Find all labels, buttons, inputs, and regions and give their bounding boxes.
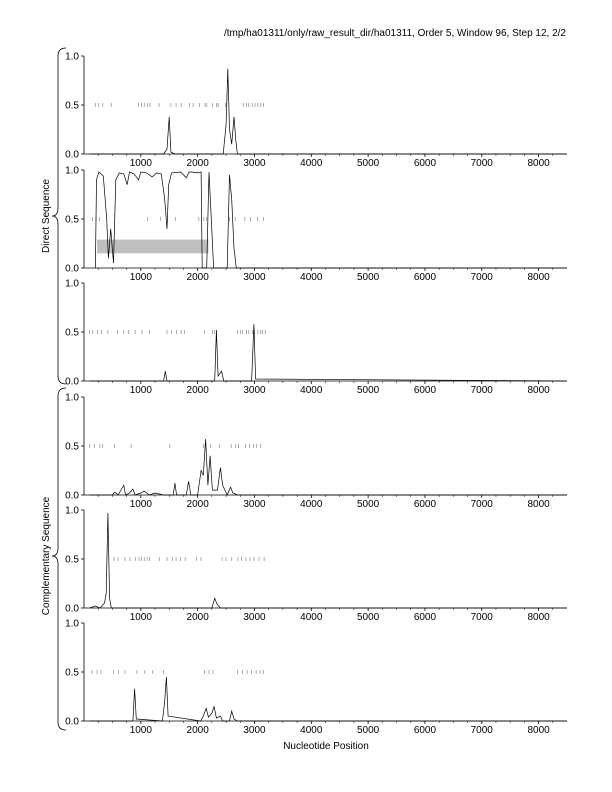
highlight-band xyxy=(97,239,209,254)
y-tick-label: 1.0 xyxy=(65,619,79,630)
x-tick-label: 4000 xyxy=(300,499,323,510)
x-tick-label: 6000 xyxy=(414,725,437,736)
series-line xyxy=(95,171,567,269)
y-tick-label: 0.5 xyxy=(65,101,79,112)
y-tick-label: 0.0 xyxy=(65,150,79,161)
panel-1: 1000 2000 3000 4000 5000 6000 7000 8000 0.0 0.5 1.… xyxy=(65,52,567,169)
x-tick-label: 3000 xyxy=(243,725,266,736)
y-tick-label: 0.5 xyxy=(65,328,79,339)
complementary-sequence-brace xyxy=(51,387,67,731)
x-tick-label: 5000 xyxy=(357,385,380,396)
x-tick-label: 2000 xyxy=(187,385,210,396)
x-tick-label: 1000 xyxy=(130,158,153,169)
direct-sequence-brace xyxy=(51,47,67,385)
series-line xyxy=(89,439,567,496)
plot-panels: 1000 2000 3000 4000 5000 6000 7000 8000 0.0 0.5 1.… xyxy=(65,52,568,736)
x-tick-label: 6000 xyxy=(414,272,437,283)
series-line xyxy=(89,512,567,609)
complementary-sequence-label: Complementary Sequence xyxy=(41,496,52,615)
x-tick-label: 7000 xyxy=(471,499,494,510)
x-tick-label: 1000 xyxy=(130,612,153,623)
x-tick-label: 8000 xyxy=(527,725,550,736)
x-tick-label: 1000 xyxy=(130,272,153,283)
complementary-sequence-group: Complementary Sequence xyxy=(41,387,67,731)
x-tick-label: 5000 xyxy=(357,272,380,283)
x-tick-label: 8000 xyxy=(527,272,550,283)
x-tick-label: 2000 xyxy=(187,612,210,623)
x-tick-label: 7000 xyxy=(471,158,494,169)
x-tick-label: 6000 xyxy=(414,158,437,169)
x-tick-label: 8000 xyxy=(527,158,550,169)
x-tick-label: 3000 xyxy=(243,158,266,169)
x-tick-label: 7000 xyxy=(471,272,494,283)
x-tick-label: 5000 xyxy=(357,725,380,736)
x-tick-label: 7000 xyxy=(471,725,494,736)
panel-2: 1000 2000 3000 4000 5000 6000 7000 8000 0.0 0.5 1.… xyxy=(65,166,567,283)
y-tick-label: 1.0 xyxy=(65,52,79,63)
direct-sequence-group: Direct Sequence xyxy=(41,47,67,385)
y-tick-label: 0.0 xyxy=(65,491,79,502)
x-tick-label: 8000 xyxy=(527,499,550,510)
x-tick-label: 1000 xyxy=(130,499,153,510)
x-tick-label: 3000 xyxy=(243,612,266,623)
x-tick-label: 5000 xyxy=(357,612,380,623)
x-tick-label: 5000 xyxy=(357,499,380,510)
x-tick-label: 3000 xyxy=(243,499,266,510)
x-tick-label: 5000 xyxy=(357,158,380,169)
x-tick-label: 8000 xyxy=(527,385,550,396)
y-tick-label: 1.0 xyxy=(65,166,79,177)
y-tick-label: 1.0 xyxy=(65,279,79,290)
y-tick-label: 1.0 xyxy=(65,393,79,404)
series-line xyxy=(89,68,567,155)
x-tick-label: 3000 xyxy=(243,272,266,283)
y-tick-label: 0.0 xyxy=(65,264,79,275)
x-tick-label: 4000 xyxy=(300,612,323,623)
panel-4: 1000 2000 3000 4000 5000 6000 7000 8000 0.0 0.5 1.… xyxy=(65,393,567,510)
y-tick-label: 0.5 xyxy=(65,215,79,226)
y-tick-label: 0.5 xyxy=(65,442,79,453)
x-tick-label: 7000 xyxy=(471,612,494,623)
x-tick-label: 1000 xyxy=(130,385,153,396)
x-tick-label: 4000 xyxy=(300,385,323,396)
x-tick-label: 6000 xyxy=(414,612,437,623)
y-tick-label: 0.0 xyxy=(65,604,79,615)
x-tick-label: 2000 xyxy=(187,725,210,736)
x-tick-label: 4000 xyxy=(300,158,323,169)
x-tick-label: 1000 xyxy=(130,725,153,736)
y-tick-label: 0.5 xyxy=(65,555,79,566)
x-tick-label: 6000 xyxy=(414,385,437,396)
y-tick-label: 0.5 xyxy=(65,668,79,679)
panel-5: 1000 2000 3000 4000 5000 6000 7000 8000 0.0 0.5 1.… xyxy=(65,506,567,623)
y-tick-label: 1.0 xyxy=(65,506,79,517)
x-axis-label: Nucleotide Position xyxy=(283,741,369,752)
y-tick-label: 0.0 xyxy=(65,717,79,728)
x-tick-label: 6000 xyxy=(414,499,437,510)
series-line xyxy=(89,676,567,722)
x-tick-label: 2000 xyxy=(187,499,210,510)
page-title: /tmp/ha01311/only/raw_result_dir/ha01311… xyxy=(224,28,566,39)
x-tick-label: 2000 xyxy=(187,158,210,169)
x-tick-label: 4000 xyxy=(300,725,323,736)
x-tick-label: 3000 xyxy=(243,385,266,396)
x-tick-label: 2000 xyxy=(187,272,210,283)
series-line xyxy=(89,324,568,382)
panel-6: 1000 2000 3000 4000 5000 6000 7000 8000 0.0 0.5 1.… xyxy=(65,619,567,736)
x-tick-label: 7000 xyxy=(471,385,494,396)
x-tick-label: 4000 xyxy=(300,272,323,283)
panel-3: 1000 2000 3000 4000 5000 6000 7000 8000 0.0 0.5 1.… xyxy=(65,279,568,396)
x-tick-label: 8000 xyxy=(527,612,550,623)
y-tick-label: 0.0 xyxy=(65,377,79,388)
direct-sequence-label: Direct Sequence xyxy=(41,179,52,253)
